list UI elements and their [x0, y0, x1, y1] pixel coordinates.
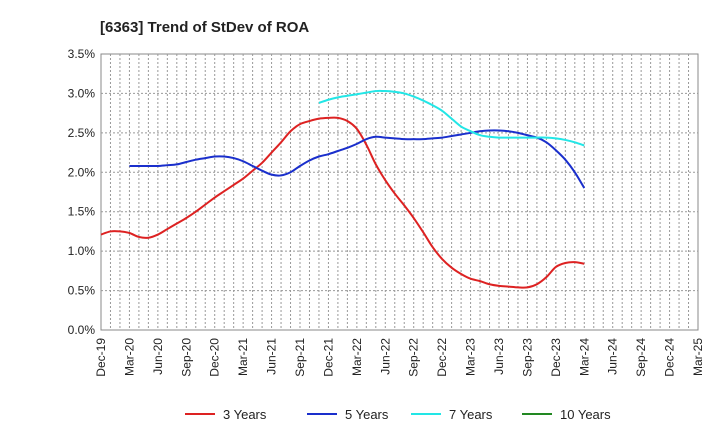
chart-title: [6363] Trend of StDev of ROA — [100, 19, 309, 36]
y-axis: 0.0% 0.5% 1.0% 1.5% 2.0% 2.5% 3.0% 3.5% — [68, 47, 96, 337]
x-tick-label: Dec-23 — [549, 338, 563, 377]
series-line-2 — [129, 129, 586, 189]
grid — [101, 54, 698, 330]
x-tick-label: Jun-24 — [606, 338, 620, 375]
legend-label-2: 5 Years — [345, 407, 389, 422]
y-tick-label: 0.0% — [68, 323, 96, 337]
x-tick-label: Mar-21 — [236, 338, 250, 376]
x-tick-label: Mar-25 — [691, 338, 705, 376]
legend: 3 Years 5 Years 7 Years 10 Years — [185, 407, 611, 422]
series-line-1 — [100, 116, 585, 289]
x-tick-label: Dec-21 — [321, 338, 335, 377]
y-tick-label: 3.5% — [68, 47, 96, 61]
y-tick-label: 1.0% — [68, 244, 96, 258]
legend-label-1: 3 Years — [223, 407, 267, 422]
x-tick-label: Mar-20 — [122, 338, 136, 376]
x-axis: Dec-19 Mar-20 Jun-20 Sep-20 Dec-20 Mar-21 Jun-… — [94, 338, 705, 377]
x-tick-label: Jun-20 — [151, 338, 165, 375]
legend-label-4: 10 Years — [560, 407, 611, 422]
y-tick-label: 2.0% — [68, 165, 96, 179]
y-tick-label: 3.0% — [68, 86, 96, 100]
x-tick-label: Dec-22 — [435, 338, 449, 377]
x-tick-label: Mar-23 — [464, 338, 478, 376]
plot-area — [100, 53, 699, 331]
y-tick-label: 0.5% — [68, 284, 96, 298]
legend-label-3: 7 Years — [449, 407, 493, 422]
y-tick-label: 1.5% — [68, 205, 96, 219]
x-tick-label: Dec-24 — [663, 338, 677, 377]
x-tick-label: Sep-20 — [179, 338, 193, 377]
x-tick-label: Mar-24 — [577, 338, 591, 376]
x-tick-label: Jun-21 — [265, 338, 279, 375]
x-tick-label: Mar-22 — [350, 338, 364, 376]
x-tick-label: Jun-22 — [378, 338, 392, 375]
y-tick-label: 2.5% — [68, 126, 96, 140]
series-lines — [100, 89, 586, 289]
x-tick-label: Dec-19 — [94, 338, 108, 377]
x-tick-label: Dec-20 — [208, 338, 222, 377]
x-tick-label: Sep-22 — [407, 338, 421, 377]
series-line-3 — [318, 89, 585, 147]
x-tick-label: Sep-23 — [520, 338, 534, 377]
x-tick-label: Jun-23 — [492, 338, 506, 375]
x-tick-label: Sep-24 — [634, 338, 648, 377]
x-tick-label: Sep-21 — [293, 338, 307, 377]
